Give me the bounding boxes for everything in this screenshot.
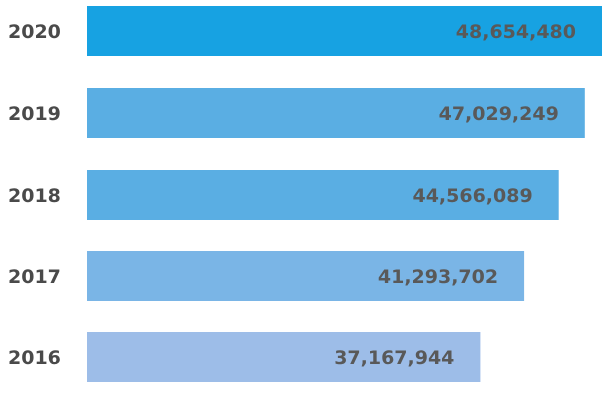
category-label-2020: 2020 [8,21,61,43]
category-label-2017: 2017 [8,266,61,288]
bar-2020 [87,6,602,56]
value-label-2016: 37,167,944 [334,347,454,369]
bar-2016 [87,332,481,382]
bar-2018 [87,170,559,220]
category-label-2018: 2018 [8,185,61,207]
category-label-2016: 2016 [8,347,61,369]
bar-2019 [87,88,585,138]
value-label-2019: 47,029,249 [439,103,559,125]
value-label-2020: 48,654,480 [456,21,576,43]
value-label-2017: 41,293,702 [378,266,498,288]
bar-2017 [87,251,525,301]
category-label-2019: 2019 [8,103,61,125]
value-label-2018: 44,566,089 [412,185,532,207]
